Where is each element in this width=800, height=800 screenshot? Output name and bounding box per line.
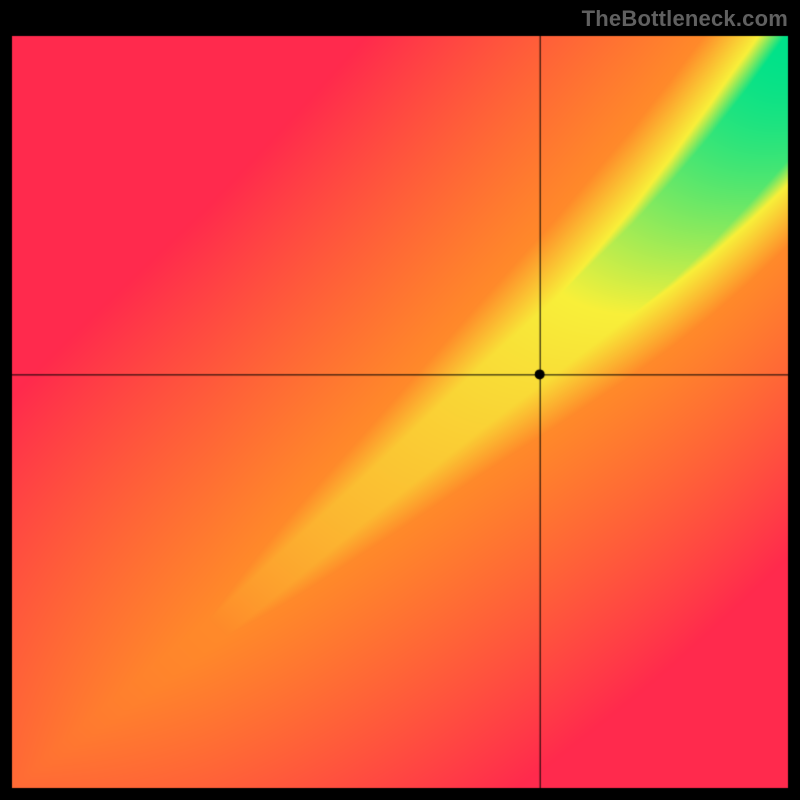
bottleneck-heatmap — [0, 0, 800, 800]
chart-container: TheBottleneck.com — [0, 0, 800, 800]
watermark-text: TheBottleneck.com — [582, 6, 788, 32]
